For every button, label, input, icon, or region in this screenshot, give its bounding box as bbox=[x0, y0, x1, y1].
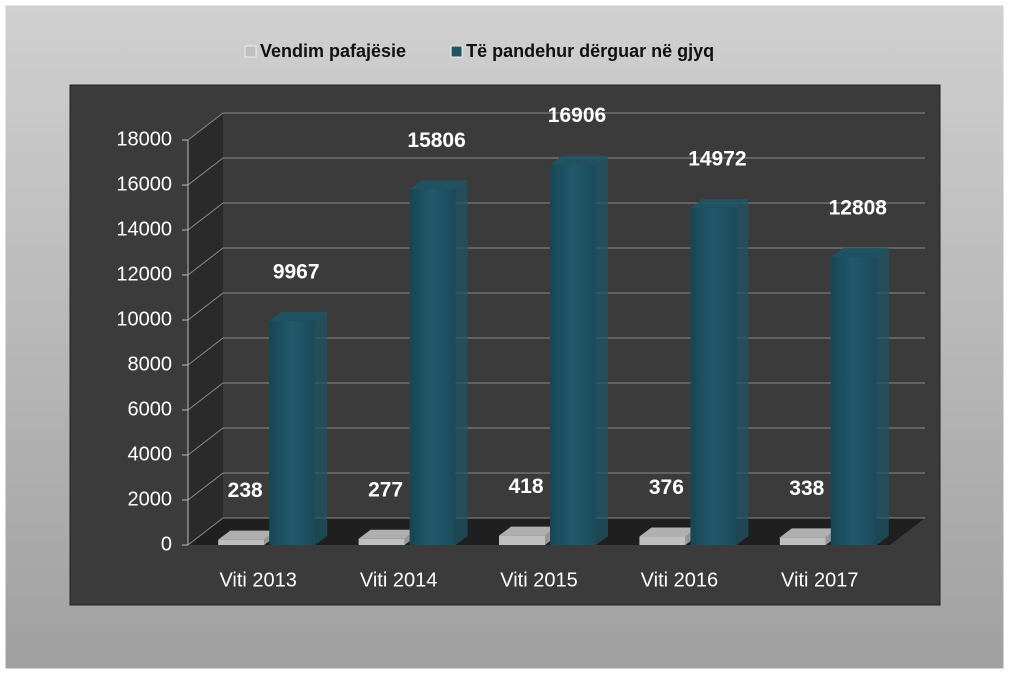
grid-line bbox=[187, 157, 925, 186]
bar-top bbox=[550, 155, 608, 165]
legend-label: Të pandehur dërguar në gjyq bbox=[466, 41, 714, 61]
y-tick-label: 0 bbox=[161, 533, 172, 555]
y-tick-label: 4000 bbox=[128, 443, 173, 465]
x-tick-label: Viti 2016 bbox=[641, 569, 718, 591]
value-label: 15806 bbox=[407, 129, 465, 152]
bar bbox=[358, 538, 405, 545]
bar-top bbox=[358, 529, 417, 539]
value-label: 16906 bbox=[548, 104, 606, 127]
bar-side bbox=[315, 311, 328, 545]
legend-swatch bbox=[450, 45, 463, 58]
bar-side bbox=[596, 155, 608, 546]
y-tick-label: 16000 bbox=[116, 173, 172, 195]
bar-side bbox=[876, 247, 889, 545]
y-tick-label: 12000 bbox=[116, 263, 172, 285]
x-tick-label: Viti 2014 bbox=[360, 569, 437, 591]
value-label: 277 bbox=[368, 478, 403, 501]
bar-top bbox=[499, 526, 557, 536]
x-tick-label: Viti 2017 bbox=[781, 569, 858, 591]
value-label: 12808 bbox=[829, 196, 888, 219]
y-tick-label: 14000 bbox=[116, 218, 172, 240]
x-tick-label: Viti 2013 bbox=[219, 569, 296, 591]
bar-top bbox=[779, 528, 838, 538]
x-tick-label: Viti 2015 bbox=[500, 569, 577, 591]
grid-line bbox=[187, 112, 925, 141]
bar bbox=[409, 189, 456, 546]
bar bbox=[218, 539, 265, 545]
bar-top bbox=[409, 180, 468, 190]
grid-line bbox=[187, 202, 925, 231]
y-tick-label: 8000 bbox=[128, 353, 173, 375]
bar-top bbox=[690, 199, 749, 209]
y-tick-label: 2000 bbox=[128, 488, 173, 510]
bar bbox=[830, 256, 877, 545]
bar-top bbox=[269, 311, 328, 321]
bar-top bbox=[218, 530, 277, 540]
y-tick-label: 10000 bbox=[116, 308, 172, 330]
bar-side bbox=[455, 180, 468, 546]
value-label: 376 bbox=[649, 476, 684, 499]
legend: Vendim pafajësie Të pandehur dërguar në g… bbox=[244, 41, 714, 61]
bar bbox=[779, 537, 826, 545]
value-label: 238 bbox=[228, 479, 263, 502]
y-tick-label: 6000 bbox=[128, 398, 173, 420]
y-tick-label: 18000 bbox=[116, 128, 172, 150]
bar bbox=[639, 536, 686, 545]
bar bbox=[690, 208, 737, 545]
bar-top bbox=[639, 527, 698, 537]
legend-swatch bbox=[244, 45, 257, 58]
value-label: 14972 bbox=[688, 148, 746, 171]
bar bbox=[499, 535, 545, 545]
value-label: 9967 bbox=[273, 260, 320, 283]
bar bbox=[550, 164, 596, 546]
side-wall bbox=[188, 113, 223, 545]
bar bbox=[269, 320, 316, 545]
value-label: 418 bbox=[508, 475, 543, 498]
bar-side bbox=[736, 199, 749, 545]
legend-label: Vendim pafajësie bbox=[260, 41, 406, 61]
value-label: 338 bbox=[789, 477, 824, 500]
bar-top bbox=[830, 247, 889, 257]
